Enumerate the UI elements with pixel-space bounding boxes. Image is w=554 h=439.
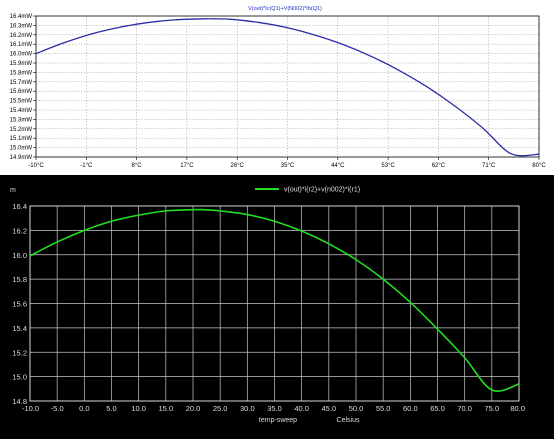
bottom-y-tick-label: 15.6 [12, 300, 27, 309]
bottom-x-tick-label: 35.0 [267, 404, 282, 413]
top-y-tick-label: 15.9mW [10, 61, 33, 67]
top-y-tick-label: 16.0mW [10, 52, 33, 58]
top-y-tick-label: 15.4mW [10, 108, 33, 114]
top-y-tick-label: 15.5mW [10, 99, 33, 105]
bottom-x-tick-label: 80.0 [510, 404, 525, 413]
top-y-tick-label: 15.3mW [10, 117, 33, 123]
bottom-x-tick-label: 55.0 [376, 404, 391, 413]
bottom-x-axis: -10.0 -5.0 0.0 5.0 10.0 15.0 20.0 25.0 30.0 35.0 4… [22, 404, 525, 413]
bottom-x-tick-label: 45.0 [322, 404, 337, 413]
top-x-tick-label: 71°C [482, 163, 496, 169]
bottom-x-tick-label: -5.0 [51, 404, 64, 413]
bottom-y-tick-label: 15.4 [12, 324, 27, 333]
top-x-axis: -10°C -1°C 8°C 17°C 26°C 35°C 44°C 53°C 62°C 71°C… [28, 157, 546, 169]
top-y-tick-label: 15.6mW [10, 89, 33, 95]
top-y-tick-label: 15.7mW [10, 80, 33, 86]
bottom-y-axis: 14.8 15.0 15.2 15.4 15.6 15.8 16.0 16.2 16.4 [12, 202, 27, 406]
top-y-tick-label: 14.9mW [10, 155, 33, 161]
top-x-tick-label: 26°C [230, 163, 244, 169]
top-x-tick-label: -10°C [28, 163, 44, 169]
bottom-x-tick-label: 70.0 [457, 404, 472, 413]
bottom-x-tick-label: 15.0 [159, 404, 174, 413]
bottom-y-tick-label: 14.8 [12, 397, 27, 406]
top-grid [36, 16, 539, 157]
bottom-y-tick-label: 16.0 [12, 251, 27, 260]
bottom-x-tick-label: 25.0 [213, 404, 228, 413]
ltspice-plot: V(out)*Ic(Q1)+V(N002)*Ib(Q1) 14.9mW 15.0m… [0, 0, 554, 171]
top-x-tick-label: 35°C [281, 163, 295, 169]
top-chart-title: V(out)*Ic(Q1)+V(N002)*Ib(Q1) [248, 6, 322, 12]
bottom-x-tick-label: 65.0 [430, 404, 445, 413]
bottom-y-tick-label: 15.8 [12, 275, 27, 284]
top-y-tick-label: 16.2mW [10, 33, 33, 39]
top-x-tick-label: 62°C [432, 163, 446, 169]
bottom-x-tick-label: 20.0 [186, 404, 201, 413]
bottom-x-tick-label: 0.0 [79, 404, 89, 413]
ngspice-plot: m v(out)*i(r2)+v(n002)*i(r1) 14.8 15.0 15.… [0, 175, 554, 439]
top-y-tick-label: 16.4mW [10, 14, 33, 20]
bottom-x-tick-label: 30.0 [240, 404, 255, 413]
top-x-tick-label: 17°C [180, 163, 194, 169]
bottom-x-tick-label: -10.0 [22, 404, 39, 413]
top-y-axis: 14.9mW 15.0mW 15.1mW 15.2mW 15.3mW 15.4mW 15.5… [10, 14, 36, 161]
bottom-series-line [29, 208, 520, 392]
top-x-tick-label: -1°C [80, 163, 93, 169]
top-y-tick-label: 16.1mW [10, 42, 33, 48]
top-y-tick-label: 15.0mW [10, 146, 33, 152]
bottom-x-tick-label: 10.0 [131, 404, 146, 413]
bottom-x-tick-label: 60.0 [403, 404, 418, 413]
top-x-tick-label: 80°C [532, 163, 546, 169]
top-y-tick-label: 15.8mW [10, 70, 33, 76]
bottom-x-tick-label: 40.0 [294, 404, 309, 413]
top-y-tick-label: 16.3mW [10, 23, 33, 29]
bottom-x-tick-label: 5.0 [106, 404, 116, 413]
bottom-x-tick-label: 75.0 [485, 404, 500, 413]
bottom-grid [30, 206, 519, 401]
top-series-line [35, 18, 540, 157]
legend: v(out)*i(r2)+v(n002)*i(r1) [255, 187, 360, 194]
y-unit-label: m [10, 187, 16, 194]
top-y-tick-label: 15.2mW [10, 127, 33, 133]
ngspice-plot-svg: m v(out)*i(r2)+v(n002)*i(r1) 14.8 15.0 15.… [10, 187, 525, 425]
bottom-y-tick-label: 15.0 [12, 373, 27, 382]
legend-label: v(out)*i(r2)+v(n002)*i(r1) [284, 187, 360, 194]
top-x-tick-label: 44°C [331, 163, 345, 169]
top-x-tick-label: 53°C [381, 163, 395, 169]
bottom-x-tick-label: 50.0 [349, 404, 364, 413]
top-y-tick-label: 15.1mW [10, 136, 33, 142]
bottom-y-tick-label: 16.2 [12, 226, 27, 235]
ltspice-plot-svg: V(out)*Ic(Q1)+V(N002)*Ib(Q1) 14.9mW 15.0m… [10, 6, 547, 169]
x-axis-label: temp-sweep [259, 417, 297, 424]
bottom-plot-frame [29, 205, 520, 402]
bottom-y-tick-label: 16.4 [12, 202, 27, 211]
top-x-tick-label: 8°C [132, 163, 143, 169]
bottom-y-tick-label: 15.2 [12, 348, 27, 357]
x-axis-unit: Celsius [337, 417, 360, 424]
